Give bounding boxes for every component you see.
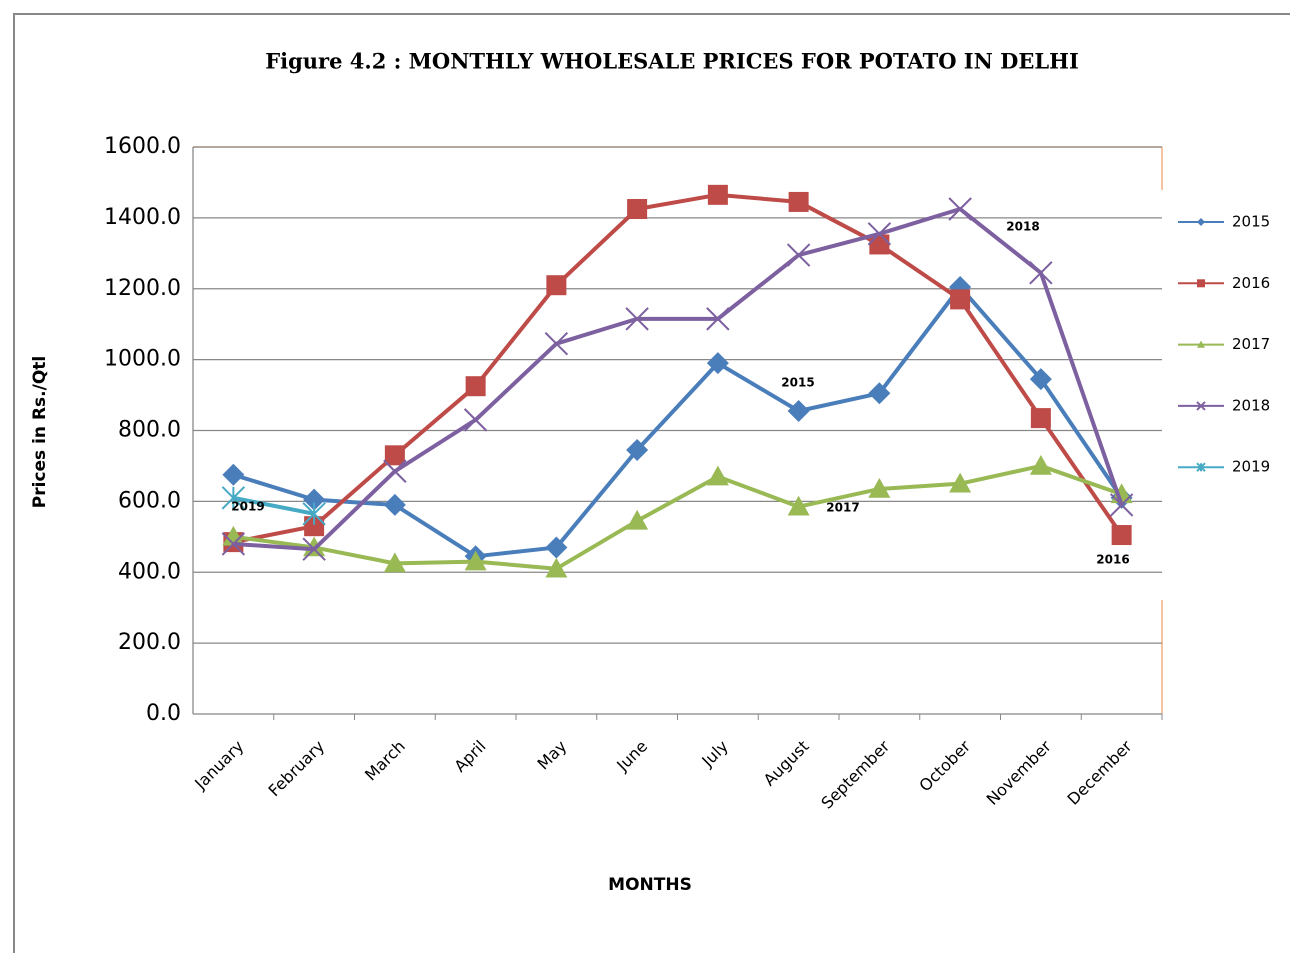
- marker: [545, 557, 568, 578]
- marker: [1196, 401, 1206, 411]
- series-line: [232, 284, 1124, 559]
- marker: [626, 438, 649, 461]
- marker: [1109, 493, 1134, 517]
- marker: [787, 495, 810, 516]
- marker: [1029, 261, 1053, 285]
- x-tick-label: May: [534, 737, 571, 774]
- y-tick-label: 800.0: [118, 418, 181, 443]
- y-tick-label: 600.0: [118, 488, 181, 513]
- marker: [706, 352, 729, 375]
- marker: [303, 488, 326, 511]
- marker: [545, 536, 568, 559]
- x-tick-label: June: [612, 737, 651, 776]
- marker: [222, 525, 245, 546]
- marker: [950, 289, 971, 310]
- marker: [221, 486, 246, 510]
- y-tick-label: 0.0: [146, 701, 181, 726]
- series-line: [233, 463, 1123, 571]
- marker: [463, 408, 488, 432]
- annotation: 2018: [1006, 220, 1039, 234]
- annotation: 2015: [781, 376, 814, 390]
- marker: [302, 502, 326, 526]
- marker: [627, 199, 648, 220]
- y-axis-title: Prices in Rs./Qtl: [30, 356, 50, 508]
- marker: [1030, 408, 1051, 429]
- marker: [949, 472, 972, 493]
- marker: [868, 477, 891, 498]
- marker: [1029, 368, 1052, 391]
- marker: [1197, 218, 1205, 226]
- marker: [867, 222, 892, 246]
- marker: [302, 537, 326, 561]
- x-tick-label: July: [697, 737, 731, 771]
- marker: [383, 552, 406, 573]
- x-tick-label: September: [817, 736, 893, 812]
- marker: [787, 400, 810, 423]
- marker: [384, 445, 405, 466]
- y-tick-label: 1400.0: [104, 205, 181, 230]
- y-tick-label: 200.0: [118, 630, 181, 655]
- marker: [1196, 462, 1206, 472]
- series-line: [232, 192, 1124, 545]
- marker: [221, 532, 246, 556]
- x-tick-label: January: [190, 737, 247, 794]
- marker: [1197, 279, 1205, 288]
- marker: [948, 197, 972, 221]
- legend-label: 2016: [1232, 274, 1270, 292]
- marker: [222, 463, 245, 486]
- series-line: [233, 207, 1124, 552]
- y-tick-label: 1000.0: [104, 347, 181, 372]
- marker: [788, 191, 809, 212]
- marker: [303, 536, 326, 557]
- marker: [544, 331, 569, 356]
- x-axis-title: MONTHS: [608, 875, 692, 895]
- x-tick-label: November: [983, 736, 1056, 809]
- marker: [786, 243, 811, 267]
- marker: [706, 465, 729, 486]
- marker: [626, 509, 649, 530]
- legend-label: 2015: [1232, 213, 1270, 231]
- marker: [304, 516, 325, 537]
- marker: [465, 376, 486, 397]
- marker: [1029, 454, 1052, 475]
- y-tick-label: 1600.0: [104, 134, 181, 159]
- series-line: [232, 495, 315, 516]
- x-tick-label: April: [450, 737, 489, 776]
- y-tick-label: 1200.0: [104, 276, 181, 301]
- y-tick-label: 400.0: [118, 559, 181, 584]
- marker: [383, 493, 406, 516]
- marker: [706, 307, 730, 331]
- legend-label: 2018: [1232, 396, 1270, 414]
- chart-title: Figure 4.2 : MONTHLY WHOLESALE PRICES FO…: [265, 49, 1079, 74]
- marker: [707, 184, 728, 205]
- x-tick-label: February: [265, 737, 329, 801]
- marker: [1197, 340, 1205, 348]
- x-tick-label: October: [915, 736, 974, 795]
- marker: [625, 307, 649, 331]
- marker: [1111, 525, 1132, 546]
- marker: [868, 382, 891, 405]
- legend-label: 2019: [1232, 458, 1270, 476]
- marker: [383, 459, 407, 483]
- x-tick-label: March: [361, 737, 409, 785]
- annotation: 2016: [1096, 553, 1129, 567]
- x-tick-label: December: [1064, 736, 1136, 808]
- x-tick-label: August: [760, 737, 813, 790]
- marker: [546, 275, 567, 296]
- marker: [464, 550, 487, 571]
- annotation: 2017: [826, 501, 859, 515]
- annotation: 2019: [231, 500, 264, 514]
- chart-frame: [13, 13, 1290, 953]
- legend-label: 2017: [1232, 335, 1270, 353]
